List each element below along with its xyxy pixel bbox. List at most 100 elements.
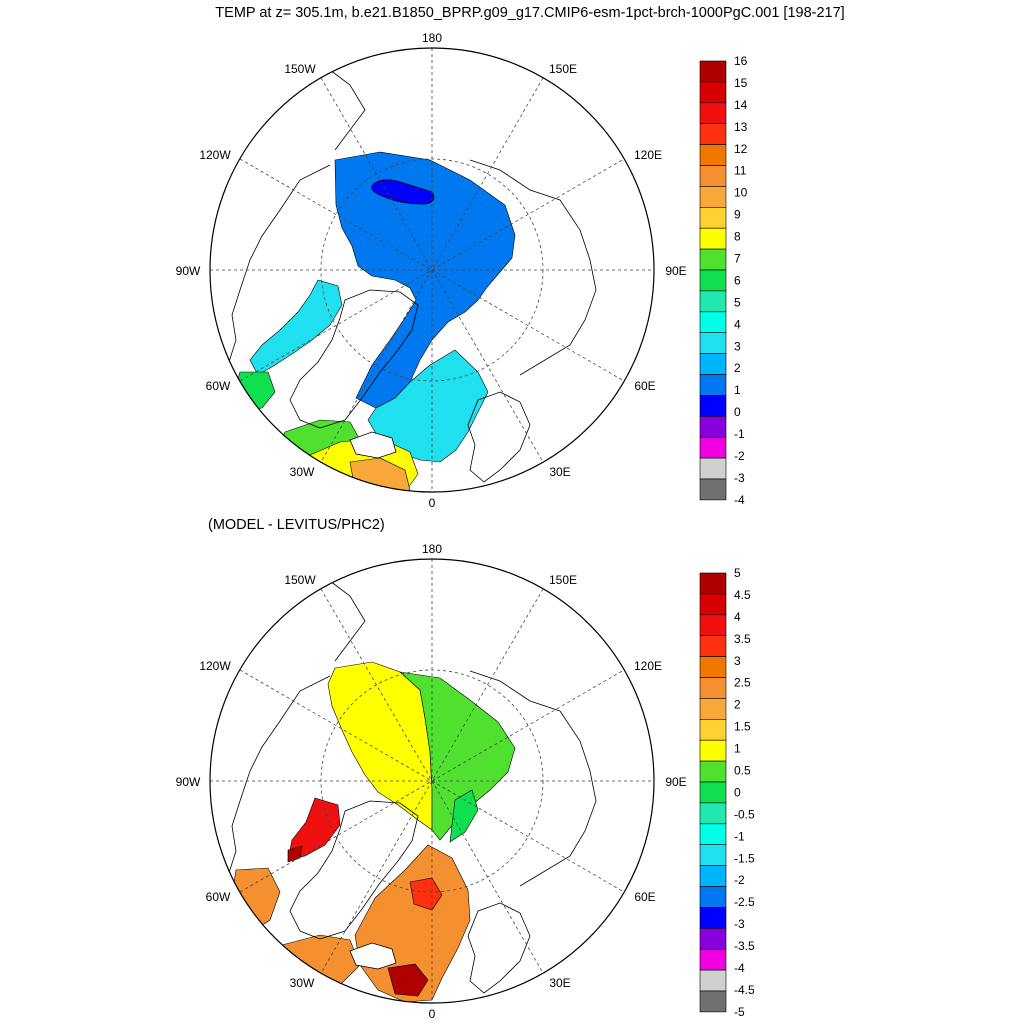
colorbar-swatch [699, 907, 727, 929]
colorbar-swatch [699, 227, 727, 250]
colorbar-label: -2.5 [734, 895, 755, 909]
colorbar-swatch [699, 165, 727, 187]
colorbar-label: -1.5 [734, 851, 755, 865]
lon-label-120w-2: 120W [199, 659, 231, 673]
lon-label-90e-2: 90E [665, 775, 686, 789]
colorbar-label: -3 [734, 917, 745, 931]
colorbar-swatch [699, 572, 727, 595]
scandinavia-outline-2 [467, 902, 531, 994]
colorbar-swatch [699, 990, 727, 1013]
colorbar-label: -2 [734, 449, 745, 463]
lon-label-150e: 150E [549, 62, 577, 76]
colorbar-label: 16 [734, 54, 748, 68]
colorbar-swatch [699, 698, 727, 720]
colorbar-swatch [699, 311, 727, 333]
panel2-title: (MODEL - LEVITUS/PHC2) [208, 517, 385, 533]
iceland-outline [349, 431, 397, 459]
colorbar-swatch [699, 123, 727, 145]
lon-label-90w: 90W [176, 264, 201, 278]
lon-label-120e-2: 120E [634, 659, 662, 673]
colorbar-label: -0.5 [734, 807, 755, 821]
colorbar-swatch [699, 269, 727, 292]
diff-svalbard-darkred [387, 963, 429, 997]
colorbar-swatch [699, 332, 727, 354]
lon-label-0: 0 [429, 496, 436, 510]
panel-difference-map: 180 150W 150E 120W 120E 90W 90E 60W 60E … [176, 542, 755, 1021]
colorbar-swatch [699, 823, 727, 845]
alaska-outline-2 [329, 580, 366, 662]
colorbar-swatch [699, 395, 727, 417]
colorbar-swatch [699, 144, 727, 166]
map-boundary-2 [209, 558, 655, 1004]
colorbar-label: -1 [734, 829, 745, 843]
lon-label-60e: 60E [634, 379, 655, 393]
siberia-coast-outline-2 [469, 670, 597, 887]
baffin-labrador-field [249, 279, 343, 376]
siberia-coast-outline [469, 159, 597, 376]
colorbar-label: -3 [734, 471, 745, 485]
colorbar-difference: 5 4.5 4 3.5 3 2.5 2 1.5 1 0.5 0 -0.5 -1 -1.5 -2 -2.5 -3 -… [699, 566, 755, 1019]
scandinavia-outline [467, 391, 531, 483]
colorbar-label: 2 [734, 361, 741, 375]
colorbar-swatch [699, 60, 727, 83]
colorbar-label: 15 [734, 76, 748, 90]
colorbar-label: 0 [734, 785, 741, 799]
lon-label-150w-2: 150W [284, 573, 316, 587]
colorbar-swatch [699, 186, 727, 208]
colorbar-swatch [699, 353, 727, 375]
colorbar-swatch [699, 760, 727, 783]
lon-label-150e-2: 150E [549, 573, 577, 587]
lon-label-90e: 90E [665, 264, 686, 278]
cold-pocket [371, 179, 435, 205]
colorbar-swatch [699, 478, 727, 501]
panel-temperature-map: 180 150W 150E 120W 120E 90W 90E 60W 60E … [176, 31, 748, 510]
lon-label-150w: 150W [284, 62, 316, 76]
colorbar-swatch [699, 739, 727, 762]
colorbar-label: 4 [734, 610, 741, 624]
colorbar-swatch [699, 457, 727, 480]
lon-label-0-2: 0 [429, 1007, 436, 1021]
colorbar-label: 5 [734, 566, 741, 580]
colorbar-label: 5 [734, 295, 741, 309]
lon-label-60e-2: 60E [634, 890, 655, 904]
colorbar-label: 12 [734, 142, 748, 156]
lon-label-30w: 30W [290, 465, 315, 479]
greenland-outline-2 [289, 800, 419, 940]
colorbar-swatch [699, 781, 727, 804]
colorbar-swatch [699, 207, 727, 229]
colorbar-label: 2.5 [734, 676, 751, 690]
colorbar-swatch [699, 436, 727, 459]
lon-label-30e-2: 30E [549, 976, 570, 990]
graticule-2 [210, 559, 654, 1003]
map-boundary [209, 47, 655, 493]
colorbar-label: 11 [734, 164, 747, 178]
lon-label-30w-2: 30W [290, 976, 315, 990]
colorbar-swatch [699, 927, 727, 950]
colorbar-label: 13 [734, 120, 748, 134]
colorbar-label: 1 [734, 742, 741, 756]
diff-yellow-region [327, 661, 433, 831]
colorbar-swatch [699, 718, 727, 741]
diff-labrador-orange [231, 867, 281, 933]
colorbar-swatch [699, 415, 727, 438]
alaska-outline [329, 69, 366, 151]
colorbar-swatch [699, 635, 727, 657]
lon-label-90w-2: 90W [176, 775, 201, 789]
colorbar-label: 4 [734, 317, 741, 331]
graticule [210, 48, 654, 492]
colorbar-swatch [699, 81, 727, 104]
figure-title: TEMP at z= 305.1m, b.e21.B1850_BPRP.g09_… [215, 5, 844, 21]
colorbar-label: -3.5 [734, 939, 755, 953]
lon-label-180: 180 [422, 31, 442, 45]
colorbar-swatch [699, 802, 727, 825]
colorbar-label: 1 [734, 383, 741, 397]
colorbar-label: 6 [734, 273, 741, 287]
colorbar-label: 9 [734, 208, 741, 222]
lon-label-180-2: 180 [422, 542, 442, 556]
colorbar-label: 1.5 [734, 720, 751, 734]
colorbar-label: 14 [734, 98, 748, 112]
colorbar-label: 4.5 [734, 588, 751, 602]
colorbar-label: 8 [734, 230, 741, 244]
